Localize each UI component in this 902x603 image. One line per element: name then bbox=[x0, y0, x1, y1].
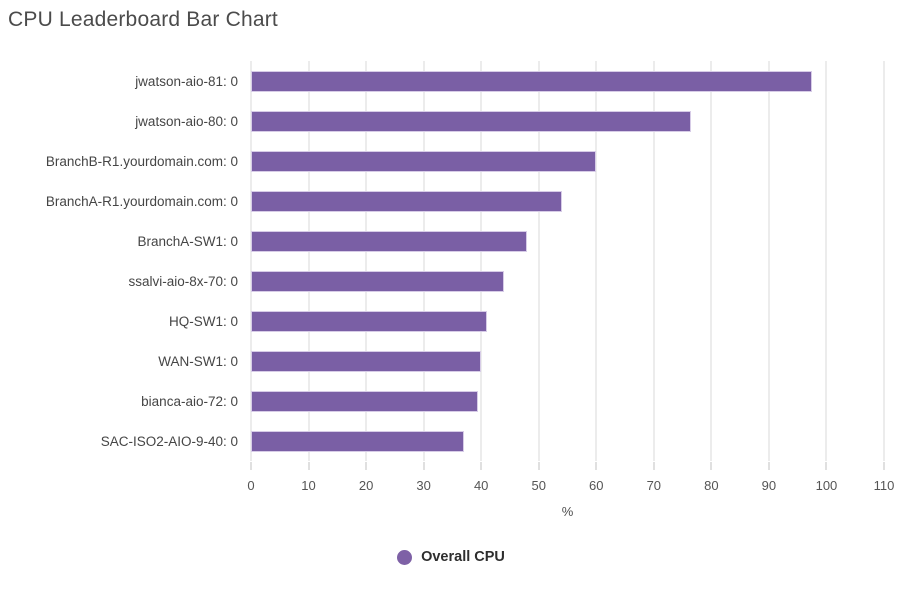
category-label: SAC-ISO2-AIO-9-40: 0 bbox=[100, 433, 238, 449]
x-tick-mark bbox=[422, 462, 425, 470]
gridline bbox=[767, 61, 770, 461]
x-tick-mark bbox=[595, 462, 598, 470]
x-tick-label: 70 bbox=[646, 478, 662, 493]
x-tick-mark bbox=[883, 462, 885, 470]
x-tick-label: 50 bbox=[531, 478, 546, 493]
category-label: WAN-SW1: 0 bbox=[158, 353, 238, 369]
x-tick-label: 90 bbox=[761, 478, 777, 493]
x-tick-mark bbox=[307, 462, 310, 470]
gridline bbox=[883, 61, 885, 461]
bar[interactable] bbox=[251, 430, 464, 452]
x-tick-mark bbox=[767, 462, 770, 470]
gridline bbox=[365, 61, 368, 461]
bar[interactable] bbox=[251, 110, 692, 132]
gridline bbox=[652, 61, 655, 461]
gridline bbox=[537, 61, 540, 461]
bar[interactable] bbox=[251, 150, 597, 172]
legend-dot-icon bbox=[397, 549, 413, 565]
gridline bbox=[307, 61, 310, 461]
bar[interactable] bbox=[251, 350, 482, 372]
x-tick-label: 0 bbox=[247, 478, 255, 493]
gridline bbox=[480, 61, 483, 461]
x-tick-mark bbox=[825, 462, 828, 470]
x-tick-label: 30 bbox=[416, 478, 431, 493]
legend-label: Overall CPU bbox=[421, 549, 505, 565]
gridline bbox=[710, 61, 713, 461]
x-tick-label: 60 bbox=[589, 478, 604, 493]
bar[interactable] bbox=[251, 190, 562, 212]
x-tick-label: 110 bbox=[873, 478, 895, 493]
bar[interactable] bbox=[251, 390, 479, 412]
legend-item-overall-cpu[interactable]: Overall CPU bbox=[397, 549, 505, 565]
x-tick-label: 100 bbox=[815, 478, 838, 493]
x-tick-label: 20 bbox=[358, 478, 374, 493]
x-tick-label: 10 bbox=[301, 478, 316, 493]
x-axis-label: % bbox=[561, 504, 574, 519]
x-tick-mark bbox=[710, 462, 713, 470]
category-label: jwatson-aio-80: 0 bbox=[135, 113, 238, 129]
gridline bbox=[250, 61, 252, 461]
category-label: BranchA-SW1: 0 bbox=[137, 233, 238, 249]
x-tick-mark bbox=[365, 462, 368, 470]
legend: Overall CPU bbox=[0, 544, 902, 570]
bar[interactable] bbox=[251, 270, 505, 292]
x-tick-mark bbox=[480, 462, 483, 470]
category-label: BranchA-R1.yourdomain.com: 0 bbox=[45, 193, 238, 209]
category-label: bianca-aio-72: 0 bbox=[141, 393, 238, 409]
plot-area: 0 10 20 30 40 50 60 70 80 90 100 110 bbox=[247, 61, 894, 493]
bar[interactable] bbox=[251, 70, 813, 92]
x-tick-label: 40 bbox=[473, 478, 489, 493]
bar[interactable] bbox=[251, 310, 487, 332]
category-label: BranchB-R1.yourdomain.com: 0 bbox=[45, 153, 238, 169]
x-tick-mark bbox=[652, 462, 655, 470]
bar[interactable] bbox=[251, 230, 528, 252]
x-tick-mark bbox=[250, 462, 252, 470]
gridline bbox=[595, 61, 598, 461]
category-label: HQ-SW1: 0 bbox=[168, 313, 238, 329]
category-label: ssalvi-aio-8x-70: 0 bbox=[128, 273, 238, 289]
x-tick-mark bbox=[537, 462, 540, 470]
x-tick-label: 80 bbox=[704, 478, 719, 493]
gridline bbox=[422, 61, 425, 461]
category-label: jwatson-aio-81: 0 bbox=[135, 73, 238, 89]
chart-title: CPU Leaderboard Bar Chart bbox=[8, 8, 278, 31]
y-axis-labels: jwatson-aio-81: 0 jwatson-aio-80: 0 Branch… bbox=[0, 61, 238, 461]
gridline bbox=[825, 61, 828, 461]
